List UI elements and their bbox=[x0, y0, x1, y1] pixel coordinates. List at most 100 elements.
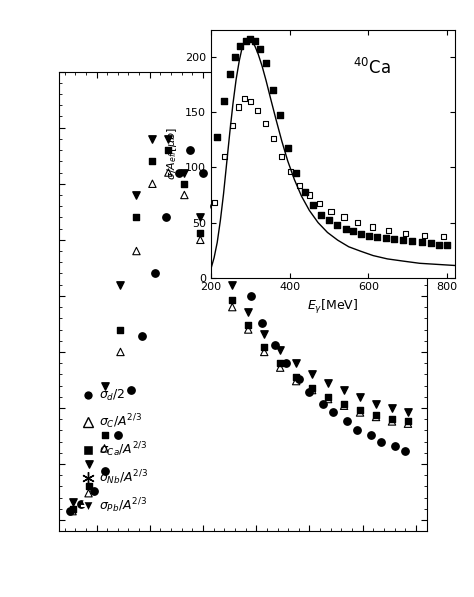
Point bbox=[175, 168, 183, 177]
Y-axis label: $\sigma/A_{eff}[\mu b]$: $\sigma/A_{eff}[\mu b]$ bbox=[165, 127, 179, 180]
Point bbox=[295, 374, 302, 384]
Point bbox=[276, 345, 284, 355]
Point bbox=[340, 392, 348, 402]
Text: $^{40}$Ca: $^{40}$Ca bbox=[353, 59, 390, 78]
Point bbox=[388, 408, 396, 417]
Point bbox=[292, 372, 300, 381]
Point bbox=[164, 145, 172, 155]
Point bbox=[231, 53, 239, 62]
Point bbox=[418, 238, 425, 247]
X-axis label: $E_\gamma$[MeV]: $E_\gamma$[MeV] bbox=[308, 298, 358, 316]
Point bbox=[85, 488, 92, 498]
Point bbox=[404, 419, 412, 429]
Point bbox=[292, 168, 300, 178]
Point bbox=[262, 119, 269, 128]
Point bbox=[197, 224, 204, 233]
Point bbox=[66, 506, 73, 516]
Point bbox=[210, 201, 218, 211]
Point bbox=[278, 152, 286, 161]
Point bbox=[226, 69, 234, 79]
Point bbox=[354, 426, 361, 435]
Point bbox=[333, 220, 341, 229]
Point bbox=[340, 401, 348, 411]
Point bbox=[367, 430, 374, 439]
Point bbox=[391, 441, 399, 451]
Point bbox=[212, 246, 220, 256]
Point bbox=[85, 466, 92, 476]
Point bbox=[325, 216, 333, 225]
Point bbox=[117, 291, 124, 301]
Point bbox=[354, 218, 361, 227]
Point bbox=[292, 358, 300, 368]
Point bbox=[213, 132, 220, 141]
Point bbox=[309, 200, 316, 210]
Point bbox=[241, 93, 248, 103]
Point bbox=[357, 229, 365, 238]
Point bbox=[276, 110, 283, 119]
Point bbox=[162, 213, 170, 222]
Point bbox=[260, 347, 268, 357]
Point bbox=[100, 381, 108, 390]
Point bbox=[133, 201, 140, 211]
Point bbox=[306, 190, 313, 200]
Point bbox=[388, 417, 396, 426]
Point bbox=[133, 190, 140, 200]
Point bbox=[181, 179, 188, 189]
Point bbox=[211, 198, 219, 208]
Point bbox=[229, 121, 237, 130]
Point bbox=[181, 168, 188, 177]
Point bbox=[287, 167, 294, 177]
Point bbox=[197, 228, 204, 238]
Point bbox=[309, 376, 316, 386]
Legend: $\sigma_d/2$, $\sigma_C/A^{2/3}$, $\sigma_{Ca}/A^{2/3}$, $\sigma_{Nb}/A^{2/3}$, : $\sigma_d/2$, $\sigma_C/A^{2/3}$, $\sigm… bbox=[76, 383, 154, 521]
Point bbox=[197, 213, 204, 222]
Point bbox=[117, 325, 124, 334]
Point bbox=[384, 226, 392, 235]
Point bbox=[343, 417, 351, 426]
Point bbox=[246, 97, 254, 106]
Point bbox=[356, 405, 364, 415]
Point bbox=[260, 336, 268, 346]
Point bbox=[69, 497, 76, 507]
Point bbox=[117, 280, 124, 290]
Point bbox=[404, 417, 412, 426]
Point bbox=[223, 235, 231, 245]
Point bbox=[276, 363, 284, 373]
Point bbox=[350, 227, 357, 236]
Point bbox=[404, 412, 412, 421]
Point bbox=[245, 307, 252, 316]
Point bbox=[100, 392, 108, 402]
Point bbox=[324, 394, 332, 404]
Point bbox=[324, 378, 332, 388]
Point bbox=[372, 410, 380, 420]
Point bbox=[260, 329, 268, 338]
Point bbox=[260, 343, 268, 352]
Point bbox=[365, 231, 373, 241]
Point bbox=[388, 414, 396, 424]
Point bbox=[128, 385, 135, 395]
Point bbox=[324, 385, 332, 395]
Point bbox=[388, 403, 396, 413]
Point bbox=[383, 233, 390, 243]
Point bbox=[342, 224, 349, 234]
Point bbox=[309, 383, 316, 393]
Point bbox=[254, 106, 261, 115]
Point bbox=[404, 408, 412, 417]
Point bbox=[149, 134, 156, 144]
Point bbox=[315, 199, 323, 208]
Point bbox=[318, 210, 325, 220]
Point bbox=[149, 179, 156, 189]
Point bbox=[100, 444, 108, 453]
Point bbox=[199, 168, 207, 177]
Point bbox=[212, 269, 220, 278]
Point bbox=[340, 213, 348, 222]
Point bbox=[151, 269, 159, 278]
Point bbox=[372, 412, 380, 421]
Point bbox=[306, 387, 313, 397]
Point bbox=[149, 156, 156, 166]
Point bbox=[301, 187, 309, 196]
Point bbox=[228, 302, 236, 312]
Point bbox=[197, 235, 204, 245]
Point bbox=[319, 399, 327, 408]
Point bbox=[221, 152, 228, 161]
